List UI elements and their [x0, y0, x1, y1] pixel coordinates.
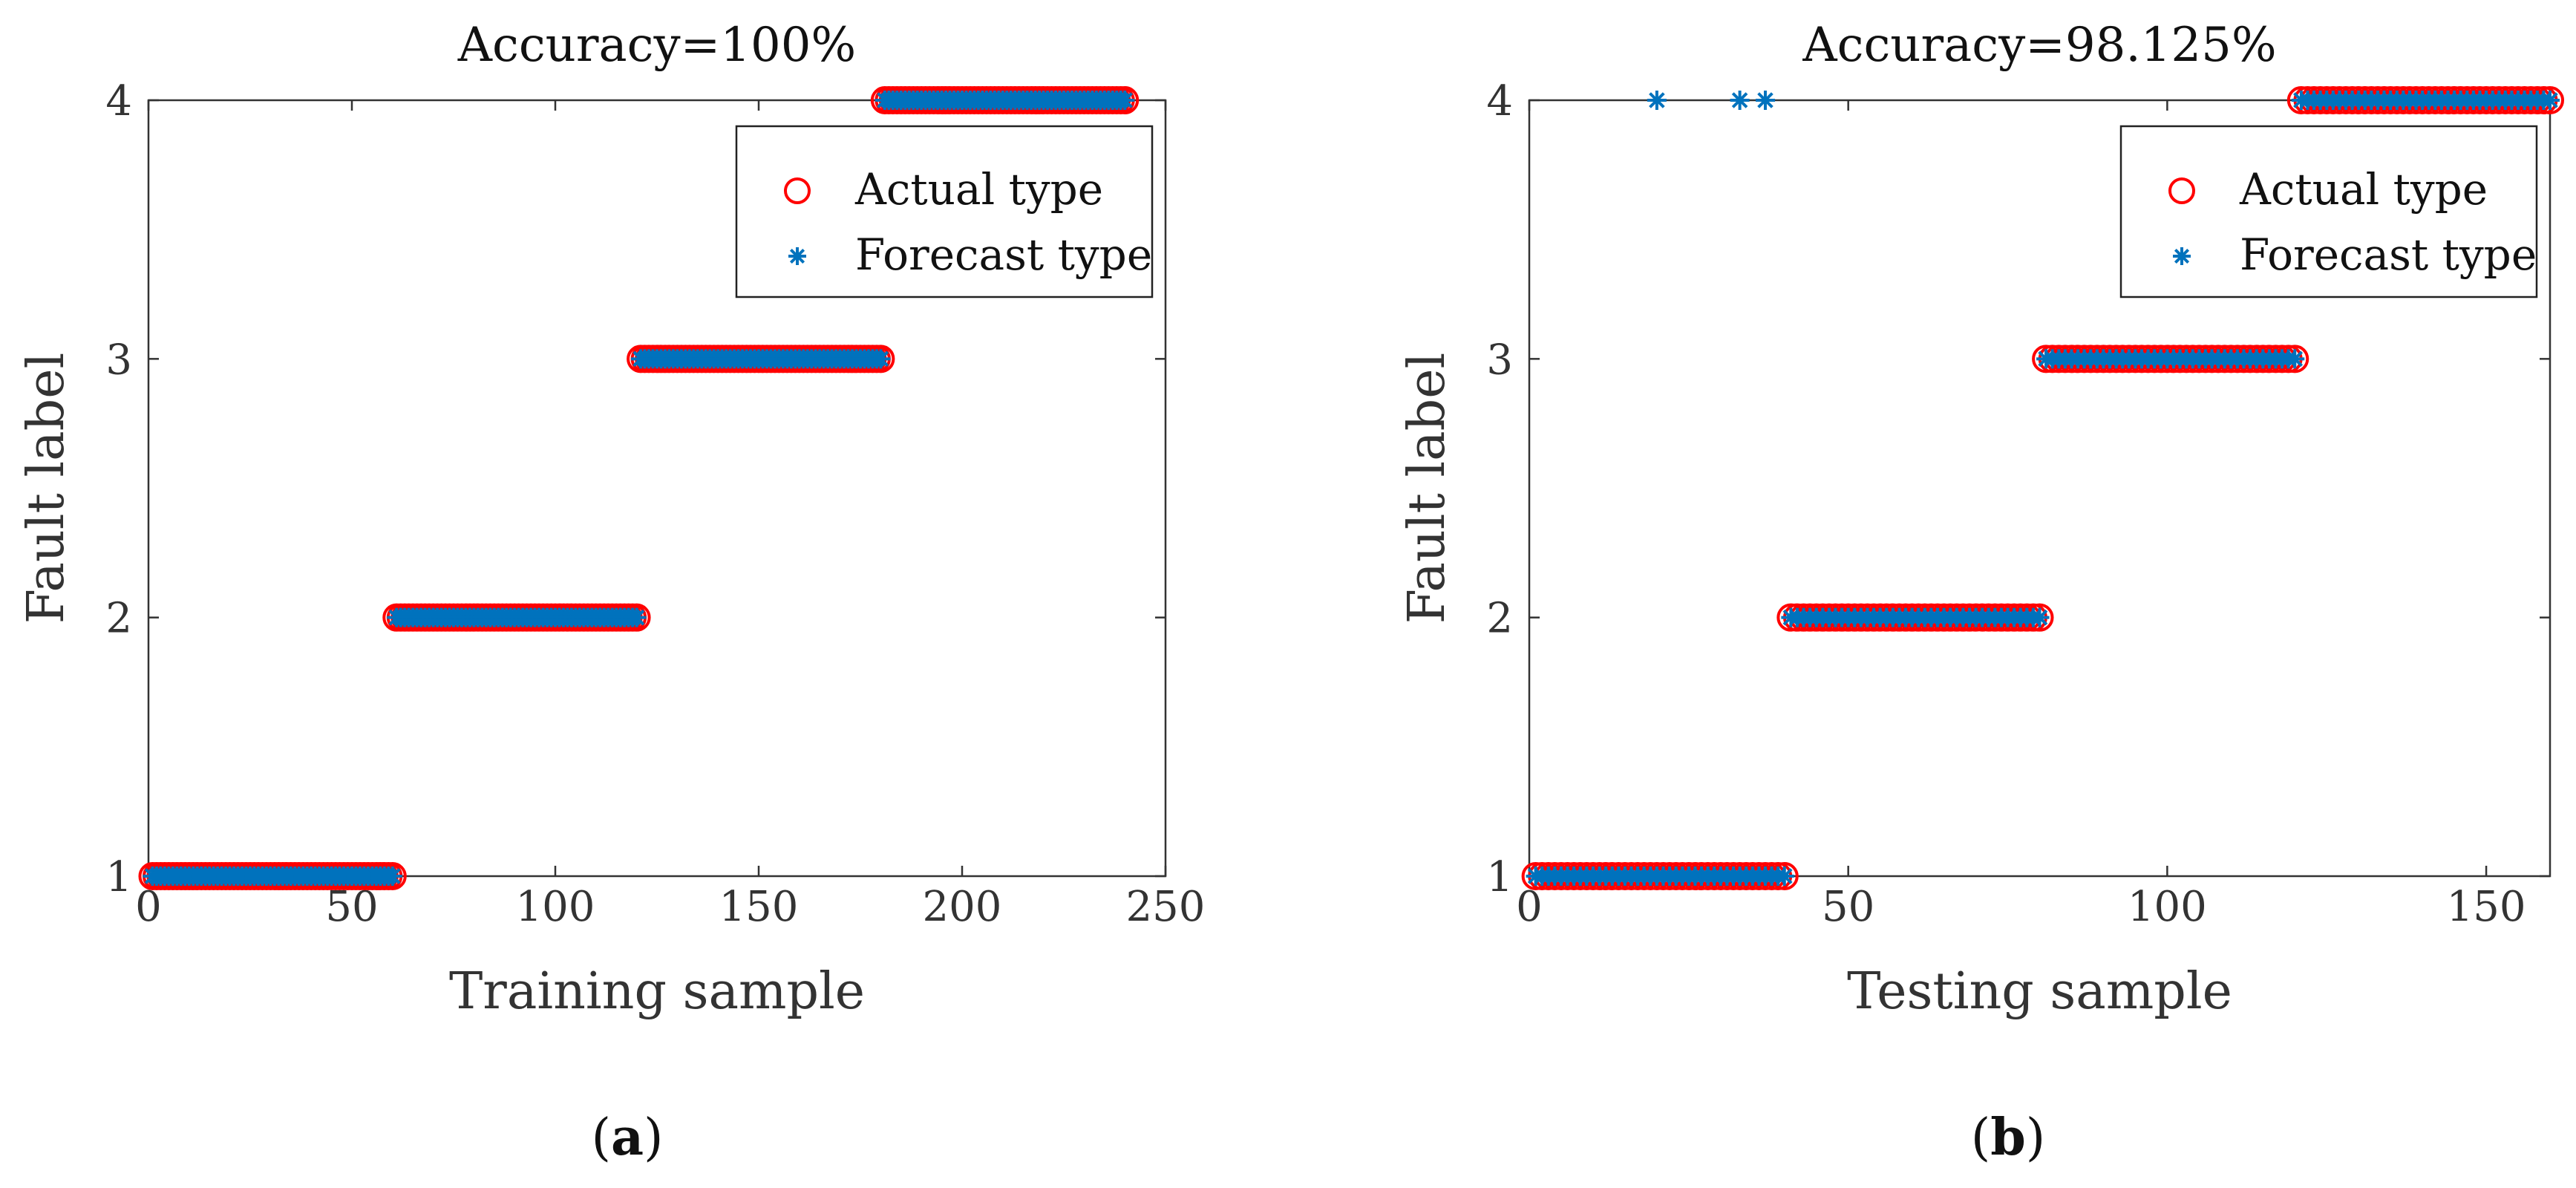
y-tick-label: 3: [1486, 336, 1513, 384]
y-tick-label: 1: [1486, 853, 1513, 901]
legend-box: [2119, 125, 2538, 298]
chart-title: Accuracy=98.125%: [1802, 18, 2276, 73]
x-axis-label: Training sample: [449, 962, 865, 1021]
legend-box: [735, 125, 1154, 298]
forecast-type-point: [382, 866, 402, 886]
legend-label-forecast: Forecast type: [855, 229, 1152, 280]
panel-b: 0 50 100 150 1 2 3 4 Accuracy=98.125% Testing sam…: [1398, 18, 2564, 1167]
legend-asterisk-marker: [2173, 247, 2191, 265]
x-tick-label: 50: [325, 883, 378, 931]
misclassified-point: [1730, 91, 1750, 110]
legend-asterisk-marker: [788, 247, 806, 265]
misclassified-point: [1647, 91, 1667, 110]
forecast-type-point: [2540, 91, 2560, 110]
forecast-type-point: [2030, 607, 2050, 627]
forecast-type-segment: [2291, 91, 2560, 110]
panel-label: (a): [591, 1108, 663, 1167]
x-tick-label: 250: [1126, 883, 1206, 931]
legend-circle-marker: [784, 177, 811, 204]
misclassified-point: [1755, 91, 1775, 110]
x-tick-label: 100: [2128, 883, 2207, 931]
forecast-type-point: [627, 607, 647, 627]
forecast-type-segment: [1781, 607, 2050, 627]
legend: Actual type Forecast type: [735, 125, 1154, 298]
y-tick-label: 4: [1486, 77, 1513, 125]
chart-title: Accuracy=100%: [457, 18, 856, 73]
panel-label: (b): [1971, 1108, 2046, 1167]
x-tick-label: 50: [1822, 883, 1874, 931]
legend-label-forecast: Forecast type: [2240, 229, 2537, 280]
legend-label-actual: Actual type: [2239, 164, 2488, 215]
x-axis-label: Testing sample: [1847, 962, 2232, 1021]
legend-circle-marker: [2168, 177, 2195, 204]
forecast-type-segment: [143, 866, 402, 886]
legend: Actual type Forecast type: [2119, 125, 2538, 298]
forecast-type-segment: [875, 91, 1135, 110]
forecast-type-segment: [631, 349, 891, 369]
forecast-type-point: [871, 349, 891, 369]
y-tick-label: 3: [105, 336, 132, 384]
y-tick-label: 2: [105, 595, 132, 643]
x-tick-label: 150: [719, 883, 799, 931]
x-tick-label: 0: [1516, 883, 1543, 931]
y-tick-label: 4: [105, 77, 132, 125]
x-tick-label: 100: [516, 883, 595, 931]
y-axis-label: Fault label: [1398, 353, 1457, 624]
legend-label-actual: Actual type: [854, 164, 1103, 215]
y-axis-label: Fault label: [17, 353, 76, 624]
x-tick-label: 200: [923, 883, 1002, 931]
panel-a: 0 50 100 150 200 250 1 2 3 4 Accuracy=100% Training…: [17, 18, 1205, 1167]
forecast-type-segment: [2036, 349, 2305, 369]
forecast-type-segment: [1526, 866, 1794, 886]
forecast-type-segment: [387, 607, 647, 627]
x-tick-label: 150: [2447, 883, 2526, 931]
y-tick-label: 1: [105, 853, 132, 901]
y-tick-label: 2: [1486, 595, 1513, 643]
forecast-type-point: [1115, 91, 1135, 110]
forecast-type-point: [2285, 349, 2305, 369]
x-tick-label: 0: [135, 883, 162, 931]
forecast-type-point: [1774, 866, 1794, 886]
